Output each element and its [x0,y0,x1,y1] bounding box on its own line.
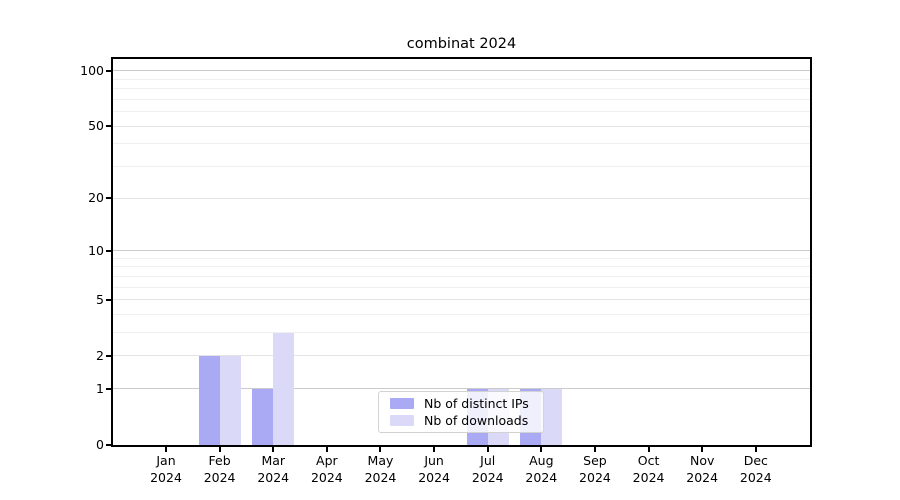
x-tick [272,447,275,452]
x-tick-label-month: Aug [529,453,554,468]
minor-gridline [113,111,810,113]
x-tick-label-year: 2024 [579,470,611,485]
x-tick-label: Sep 2024 [565,452,625,486]
x-tick [647,447,650,452]
legend-item-distinct-ips: Nb of distinct IPs [390,395,535,412]
bar-distinct-ips [198,355,220,445]
y-tick-label: 1 [96,380,104,396]
bar-downloads [273,332,295,445]
y-tick [106,249,112,252]
x-tick-label: Aug 2024 [511,452,571,486]
x-tick-label-month: Oct [637,453,660,468]
x-tick-label: Nov 2024 [672,452,732,486]
x-tick-label: Mar 2024 [243,452,303,486]
mid-gridline [113,355,810,357]
legend-swatch-distinct-ips [390,398,414,409]
x-tick-label-month: Nov [689,453,715,468]
y-tick [106,197,112,200]
x-tick [593,447,596,452]
x-tick-label-month: Dec [743,453,768,468]
x-tick-label-month: May [367,453,394,468]
minor-gridline [113,143,810,145]
x-tick-label-month: Mar [261,453,286,468]
minor-gridline [113,98,810,100]
y-tick [106,69,112,72]
y-tick [106,444,112,446]
x-tick-label-year: 2024 [525,470,558,485]
x-tick-label: Jun 2024 [404,452,464,486]
x-tick-label-month: Jul [480,453,496,468]
minor-gridline [113,88,810,90]
y-tick-label: 10 [88,242,104,258]
minor-gridline [113,286,810,288]
x-tick-label-year: 2024 [203,470,236,485]
x-tick [218,447,221,452]
bar-downloads [219,355,241,445]
x-tick-label-year: 2024 [257,470,290,485]
x-tick-label-year: 2024 [418,470,450,485]
y-tick [106,298,112,301]
minor-gridline [113,266,810,268]
y-tick-label: 2 [96,347,104,363]
y-tick-label: 20 [88,190,104,206]
y-tick [106,354,112,357]
x-tick [701,447,704,452]
mid-gridline [113,299,810,301]
x-tick-label-month: Feb [208,453,231,468]
y-tick-label: 5 [96,291,104,307]
x-tick [325,447,328,452]
x-tick-label-year: 2024 [310,470,343,485]
legend-label-distinct-ips: Nb of distinct IPs [424,396,529,411]
minor-gridline [113,332,810,334]
x-tick-label-year: 2024 [471,470,504,485]
x-tick-label: Oct 2024 [619,452,679,486]
minor-gridline [113,166,810,168]
x-tick-label-month: Jun [424,453,444,468]
minor-gridline [113,314,810,316]
legend-swatch-downloads [390,415,414,426]
x-tick [379,447,382,452]
x-tick [754,447,757,452]
bar-downloads [541,388,563,445]
x-tick-label-year: 2024 [632,470,665,485]
chart-title: combinat 2024 [406,36,517,52]
x-tick [165,447,167,452]
x-tick-label: Jul 2024 [458,452,518,486]
legend-label-downloads: Nb of downloads [424,413,529,428]
bar-distinct-ips [252,388,274,445]
legend: Nb of distinct IPs Nb of downloads [378,391,544,433]
x-tick-label-year: 2024 [686,470,719,485]
y-tick-label: 100 [80,62,104,78]
plot-inner [113,59,810,445]
minor-gridline [113,78,810,80]
x-tick-label-year: 2024 [739,470,772,485]
x-tick-label: Jan 2024 [136,452,196,486]
legend-item-downloads: Nb of downloads [390,412,535,429]
x-tick-label-month: Sep [583,453,607,468]
y-tick [106,125,112,128]
major-gridline [113,70,810,72]
x-tick-label-month: Jan [156,453,176,468]
mid-gridline [113,197,810,199]
x-tick-label: Dec 2024 [726,452,786,486]
plot-area [111,57,812,447]
x-tick-label: May 2024 [350,452,410,486]
minor-gridline [113,275,810,277]
x-tick [540,447,543,452]
mid-gridline [113,125,810,127]
y-tick [106,387,112,390]
x-tick-label: Feb 2024 [190,452,250,486]
x-tick-label-year: 2024 [150,470,182,485]
y-tick-label: 0 [96,437,104,452]
x-tick-label-year: 2024 [364,470,397,485]
major-gridline [113,250,810,252]
x-tick [433,447,436,452]
x-tick [486,447,489,452]
minor-gridline [113,257,810,259]
major-gridline [113,388,810,390]
y-tick-label: 50 [88,118,104,134]
x-tick-label: Apr 2024 [297,452,357,486]
x-tick-label-month: Apr [316,453,338,468]
